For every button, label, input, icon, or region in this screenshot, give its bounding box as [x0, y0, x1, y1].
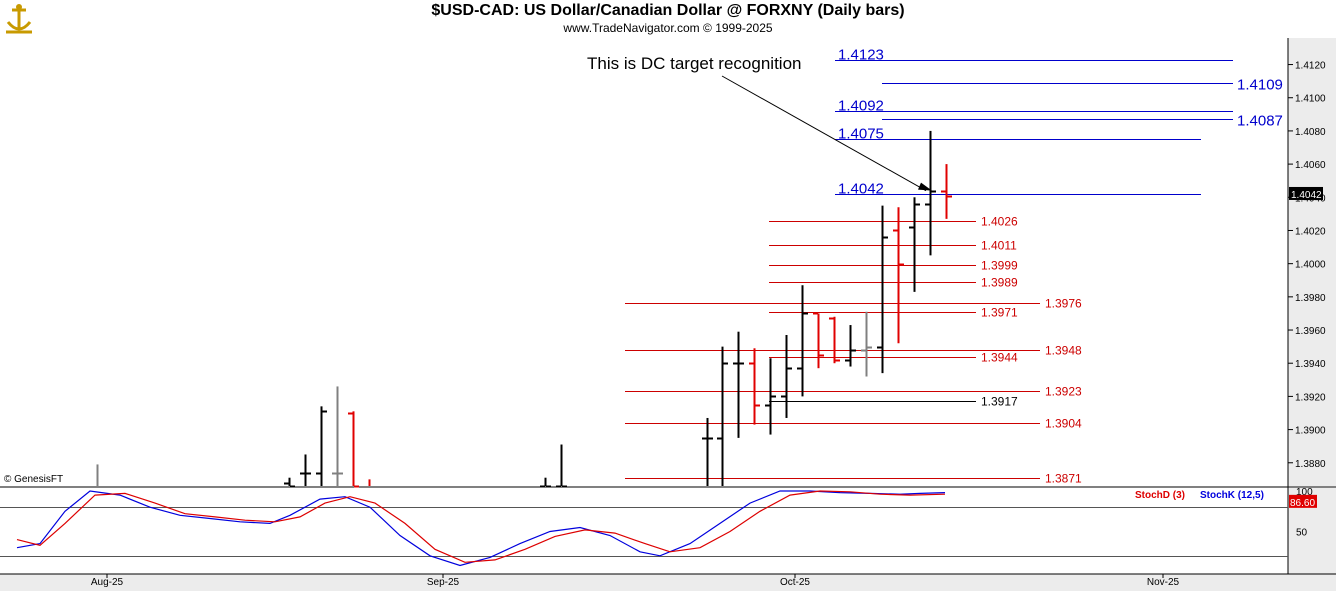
stoch-panel-background	[0, 488, 1288, 574]
level-label: 1.4109	[1237, 77, 1283, 94]
price-axis: 1.3880 1.3900 1.3920 1.3940 1.3960 1.3980 1.40…	[1288, 61, 1326, 470]
ohlc-bar	[893, 207, 904, 344]
chart-title: $USD-CAD: US Dollar/Canadian Dollar @ FO…	[431, 2, 905, 19]
price-tick-label: 1.4100	[1295, 94, 1326, 105]
ohlc-bar	[941, 164, 952, 219]
ohlc-bar	[877, 205, 888, 374]
stoch-last-badge	[1289, 494, 1317, 508]
level-label: 1.3871	[1045, 472, 1082, 486]
time-tick-label: Aug-25	[91, 577, 124, 588]
ohlc-bar	[749, 348, 760, 425]
price-axis-background	[1288, 38, 1336, 486]
level-label: 1.3923	[1045, 385, 1082, 399]
ohlc-bar	[332, 386, 343, 486]
last-price-label: 1.4042	[1291, 190, 1322, 201]
ohlc-bar	[316, 406, 327, 486]
level-label: 1.3948	[1045, 344, 1082, 358]
ohlc-bar	[733, 331, 744, 438]
stochastic-panel: 100 50 86.60 StochD (3) StochK (12,5)	[0, 487, 1317, 567]
stoch-tick-label: 100	[1296, 487, 1313, 498]
time-tick-label: Nov-25	[1147, 577, 1180, 588]
chart-subtitle: www.TradeNavigator.com © 1999-2025	[563, 21, 773, 35]
ohlc-bar	[829, 316, 840, 364]
price-panel-background	[0, 38, 1288, 486]
time-axis-background	[0, 574, 1336, 591]
ohlc-bar	[765, 358, 776, 435]
level-label: 1.4011	[981, 239, 1017, 253]
level-label: 1.4042	[838, 181, 884, 198]
stoch-last-label: 86.60	[1290, 498, 1315, 509]
ohlc-bar	[845, 325, 856, 367]
price-bars	[96, 130, 952, 488]
ohlc-bar	[300, 454, 311, 486]
ohlc-bar	[813, 312, 824, 369]
price-tick-label: 1.4000	[1295, 260, 1326, 271]
level-label: 1.4087	[1237, 113, 1283, 130]
stoch-legend-k: StochK (12,5)	[1200, 490, 1264, 501]
time-tick-label: Oct-25	[780, 577, 810, 588]
price-tick-label: 1.3940	[1295, 359, 1326, 370]
level-label: 1.3917	[981, 395, 1018, 409]
ohlc-bar	[540, 477, 551, 488]
price-tick-label: 1.3900	[1295, 426, 1326, 437]
level-label: 1.4123	[838, 47, 884, 64]
target-levels: 1.4123 1.4109 1.4092 1.4087 1.4075 1.4042 1.40…	[625, 47, 1283, 486]
price-tick-label: 1.3880	[1295, 459, 1326, 470]
ohlc-bar	[861, 311, 872, 377]
ohlc-bar	[797, 285, 808, 397]
time-axis: Aug-25 Sep-25 Oct-25 Nov-25	[91, 574, 1180, 588]
ohlc-bar	[781, 335, 792, 418]
ohlc-bar	[717, 346, 728, 486]
ohlc-bar	[348, 411, 359, 488]
last-price-badge	[1289, 186, 1323, 200]
level-label: 1.3976	[1045, 297, 1082, 311]
annotation: This is DC target recognition	[587, 54, 932, 192]
price-tick-label: 1.4060	[1295, 160, 1326, 171]
price-tick-label: 1.3960	[1295, 326, 1326, 337]
stoch-series-line	[16, 490, 946, 563]
price-tick-label: 1.4080	[1295, 127, 1326, 138]
level-label: 1.3971	[981, 306, 1018, 320]
level-label: 1.4092	[838, 98, 884, 115]
level-label: 1.3904	[1045, 417, 1082, 431]
ohlc-bar	[702, 417, 713, 486]
ohlc-bar	[556, 444, 567, 488]
stoch-tick-label: 50	[1296, 528, 1308, 539]
ohlc-bar	[925, 130, 936, 256]
level-label: 1.4075	[838, 126, 884, 143]
level-label: 1.3999	[981, 259, 1018, 273]
annotation-text: This is DC target recognition	[587, 54, 801, 73]
time-tick-label: Sep-25	[427, 577, 460, 588]
price-tick-label: 1.4020	[1295, 226, 1326, 237]
stoch-legend-d: StochD (3)	[1135, 490, 1185, 501]
level-label: 1.3944	[981, 351, 1018, 365]
copyright-label: © GenesisFT	[4, 474, 64, 485]
level-label: 1.3989	[981, 276, 1018, 290]
trade-navigator-logo-icon	[2, 2, 36, 36]
price-tick-label: 1.4120	[1295, 61, 1326, 72]
ohlc-bar	[909, 197, 920, 292]
ohlc-bar	[284, 477, 295, 488]
price-tick-label: 1.3980	[1295, 293, 1326, 304]
annotation-arrow-line	[721, 75, 927, 192]
level-label: 1.4026	[981, 215, 1018, 229]
chart-header: $USD-CAD: US Dollar/Canadian Dollar @ FO…	[0, 0, 1336, 38]
annotation-arrowhead	[918, 182, 932, 191]
price-tick-label: 1.3920	[1295, 392, 1326, 403]
